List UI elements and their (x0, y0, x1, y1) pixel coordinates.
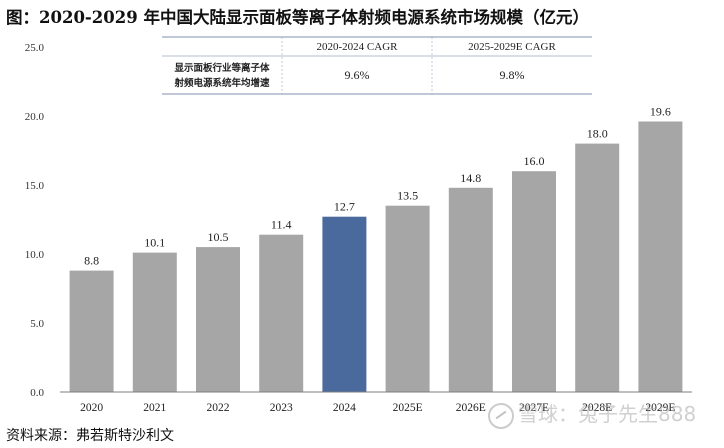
y-tick-label: 20.0 (25, 111, 45, 123)
bar-2020 (69, 270, 114, 392)
bar-2026E (448, 187, 493, 392)
y-tick-label: 10.0 (25, 249, 45, 261)
x-tick-label: 2024 (333, 402, 356, 414)
x-tick-label: 2022 (207, 402, 230, 414)
source-note: 资料来源：弗若斯特沙利文 (6, 428, 174, 444)
table-header-2025-2029: 2025-2029E CAGR (468, 41, 556, 53)
data-label-2027E: 16.0 (524, 154, 545, 168)
data-label-2020: 8.8 (84, 254, 99, 268)
y-tick-label: 25.0 (25, 42, 45, 54)
x-tick-label: 2021 (143, 402, 166, 414)
data-label-2023: 11.4 (271, 218, 292, 232)
x-tick-label: 2020 (80, 402, 103, 414)
table-value-2025-2029: 9.8% (500, 68, 525, 82)
table-row-label: 显示面板行业等离子体 (174, 62, 270, 74)
figure-title: 图：2020-2029 年中国大陆显示面板等离子体射频电源系统市场规模（亿元） (6, 8, 589, 27)
table-value-2020-2024: 9.6% (345, 68, 370, 82)
table-header-2020-2024: 2020-2024 CAGR (317, 41, 399, 53)
bar-2024 (322, 216, 367, 392)
x-tick-label: 2026E (456, 402, 486, 414)
bar-2021 (132, 252, 177, 392)
bar-2027E (512, 171, 556, 392)
y-tick-label: 0.0 (30, 387, 44, 399)
data-label-2024: 12.7 (334, 200, 355, 214)
table-row-label: 射频电源系统年均增速 (173, 77, 270, 89)
bar-2023 (259, 234, 304, 392)
bar-2028E (575, 143, 620, 392)
data-label-2021: 10.1 (144, 236, 165, 250)
x-tick-label: 2027E (519, 402, 549, 414)
data-label-2025E: 13.5 (397, 189, 418, 203)
bar-2022 (196, 247, 240, 392)
x-tick-label: 2029E (645, 402, 675, 414)
data-label-2026E: 14.8 (460, 171, 481, 185)
y-tick-label: 5.0 (30, 318, 44, 330)
bar-2025E (385, 205, 430, 392)
data-label-2022: 10.5 (208, 230, 229, 244)
x-tick-label: 2023 (270, 402, 293, 414)
y-tick-label: 15.0 (25, 180, 45, 192)
data-label-2029E: 19.6 (650, 105, 671, 119)
data-label-2028E: 18.0 (587, 127, 608, 141)
bar-2029E (638, 121, 683, 392)
x-tick-label: 2028E (582, 402, 612, 414)
x-tick-label: 2025E (393, 402, 423, 414)
